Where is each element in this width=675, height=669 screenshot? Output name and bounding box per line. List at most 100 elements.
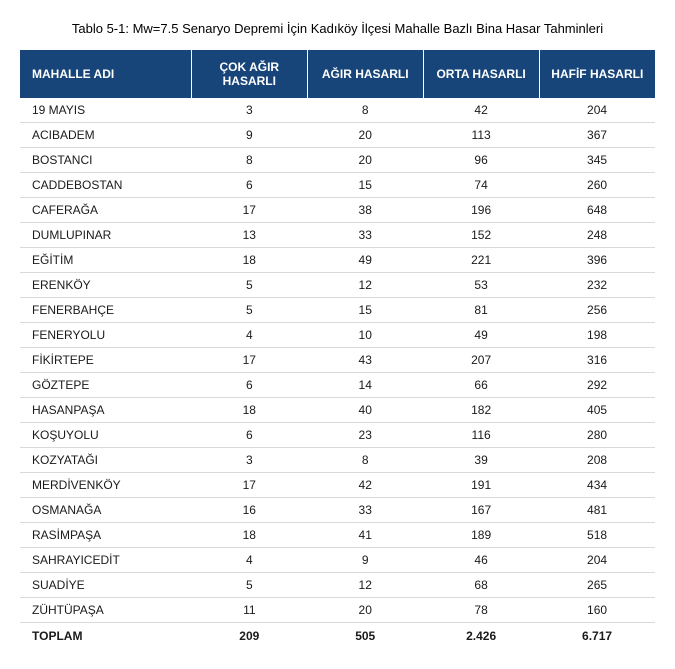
cell-name: EĞİTİM [20, 248, 191, 273]
table-row: 19 MAYIS3842204 [20, 98, 655, 123]
cell-value: 15 [307, 298, 423, 323]
cell-value: 5 [191, 273, 307, 298]
cell-name: OSMANAĞA [20, 498, 191, 523]
table-row: GÖZTEPE61466292 [20, 373, 655, 398]
cell-value: 4 [191, 548, 307, 573]
cell-value: 66 [423, 373, 539, 398]
cell-value: 9 [191, 123, 307, 148]
cell-value: 113 [423, 123, 539, 148]
total-value: 209 [191, 623, 307, 650]
table-row: ACIBADEM920113367 [20, 123, 655, 148]
cell-name: CADDEBOSTAN [20, 173, 191, 198]
cell-value: 20 [307, 123, 423, 148]
table-row: DUMLUPINAR1333152248 [20, 223, 655, 248]
cell-value: 46 [423, 548, 539, 573]
cell-value: 189 [423, 523, 539, 548]
cell-value: 207 [423, 348, 539, 373]
table-row: BOSTANCI82096345 [20, 148, 655, 173]
table-row: ERENKÖY51253232 [20, 273, 655, 298]
cell-value: 8 [307, 448, 423, 473]
cell-value: 518 [539, 523, 655, 548]
table-row: OSMANAĞA1633167481 [20, 498, 655, 523]
cell-value: 33 [307, 223, 423, 248]
cell-value: 221 [423, 248, 539, 273]
cell-value: 648 [539, 198, 655, 223]
cell-value: 248 [539, 223, 655, 248]
cell-value: 49 [307, 248, 423, 273]
table-row: FENERYOLU41049198 [20, 323, 655, 348]
cell-name: DUMLUPINAR [20, 223, 191, 248]
table-row: RASİMPAŞA1841189518 [20, 523, 655, 548]
col-header-cok-agir: ÇOK AĞIR HASARLI [191, 50, 307, 98]
cell-name: ERENKÖY [20, 273, 191, 298]
cell-value: 68 [423, 573, 539, 598]
table-row: KOZYATAĞI3839208 [20, 448, 655, 473]
cell-value: 405 [539, 398, 655, 423]
cell-value: 14 [307, 373, 423, 398]
cell-value: 4 [191, 323, 307, 348]
cell-value: 78 [423, 598, 539, 623]
cell-value: 9 [307, 548, 423, 573]
col-header-agir: AĞIR HASARLI [307, 50, 423, 98]
cell-value: 256 [539, 298, 655, 323]
cell-value: 17 [191, 473, 307, 498]
cell-value: 96 [423, 148, 539, 173]
cell-name: KOZYATAĞI [20, 448, 191, 473]
cell-value: 191 [423, 473, 539, 498]
cell-value: 20 [307, 148, 423, 173]
cell-name: FENERYOLU [20, 323, 191, 348]
table-row: SAHRAYICEDİT4946204 [20, 548, 655, 573]
cell-name: MERDİVENKÖY [20, 473, 191, 498]
cell-name: RASİMPAŞA [20, 523, 191, 548]
cell-value: 42 [423, 98, 539, 123]
cell-value: 396 [539, 248, 655, 273]
cell-value: 204 [539, 548, 655, 573]
table-row: MERDİVENKÖY1742191434 [20, 473, 655, 498]
cell-value: 42 [307, 473, 423, 498]
cell-value: 18 [191, 248, 307, 273]
table-row: KOŞUYOLU623116280 [20, 423, 655, 448]
cell-value: 17 [191, 198, 307, 223]
cell-name: CAFERAĞA [20, 198, 191, 223]
cell-value: 38 [307, 198, 423, 223]
cell-value: 43 [307, 348, 423, 373]
cell-name: HASANPAŞA [20, 398, 191, 423]
cell-value: 33 [307, 498, 423, 523]
cell-value: 232 [539, 273, 655, 298]
cell-value: 20 [307, 598, 423, 623]
cell-name: FİKİRTEPE [20, 348, 191, 373]
cell-value: 8 [307, 98, 423, 123]
cell-value: 3 [191, 98, 307, 123]
cell-value: 12 [307, 573, 423, 598]
cell-value: 18 [191, 523, 307, 548]
cell-value: 481 [539, 498, 655, 523]
cell-value: 41 [307, 523, 423, 548]
cell-value: 16 [191, 498, 307, 523]
cell-value: 6 [191, 423, 307, 448]
cell-value: 280 [539, 423, 655, 448]
cell-name: SUADİYE [20, 573, 191, 598]
cell-value: 13 [191, 223, 307, 248]
total-label: TOPLAM [20, 623, 191, 650]
cell-value: 15 [307, 173, 423, 198]
cell-value: 11 [191, 598, 307, 623]
cell-value: 260 [539, 173, 655, 198]
cell-value: 12 [307, 273, 423, 298]
total-value: 505 [307, 623, 423, 650]
table-row: FENERBAHÇE51581256 [20, 298, 655, 323]
cell-value: 3 [191, 448, 307, 473]
cell-name: ACIBADEM [20, 123, 191, 148]
col-header-orta: ORTA HASARLI [423, 50, 539, 98]
col-header-mahalle: MAHALLE ADI [20, 50, 191, 98]
cell-name: SAHRAYICEDİT [20, 548, 191, 573]
header-row: MAHALLE ADI ÇOK AĞIR HASARLI AĞIR HASARL… [20, 50, 655, 98]
cell-name: ZÜHTÜPAŞA [20, 598, 191, 623]
cell-value: 40 [307, 398, 423, 423]
cell-value: 316 [539, 348, 655, 373]
cell-name: 19 MAYIS [20, 98, 191, 123]
cell-value: 5 [191, 573, 307, 598]
cell-value: 292 [539, 373, 655, 398]
cell-value: 204 [539, 98, 655, 123]
cell-value: 434 [539, 473, 655, 498]
cell-value: 23 [307, 423, 423, 448]
